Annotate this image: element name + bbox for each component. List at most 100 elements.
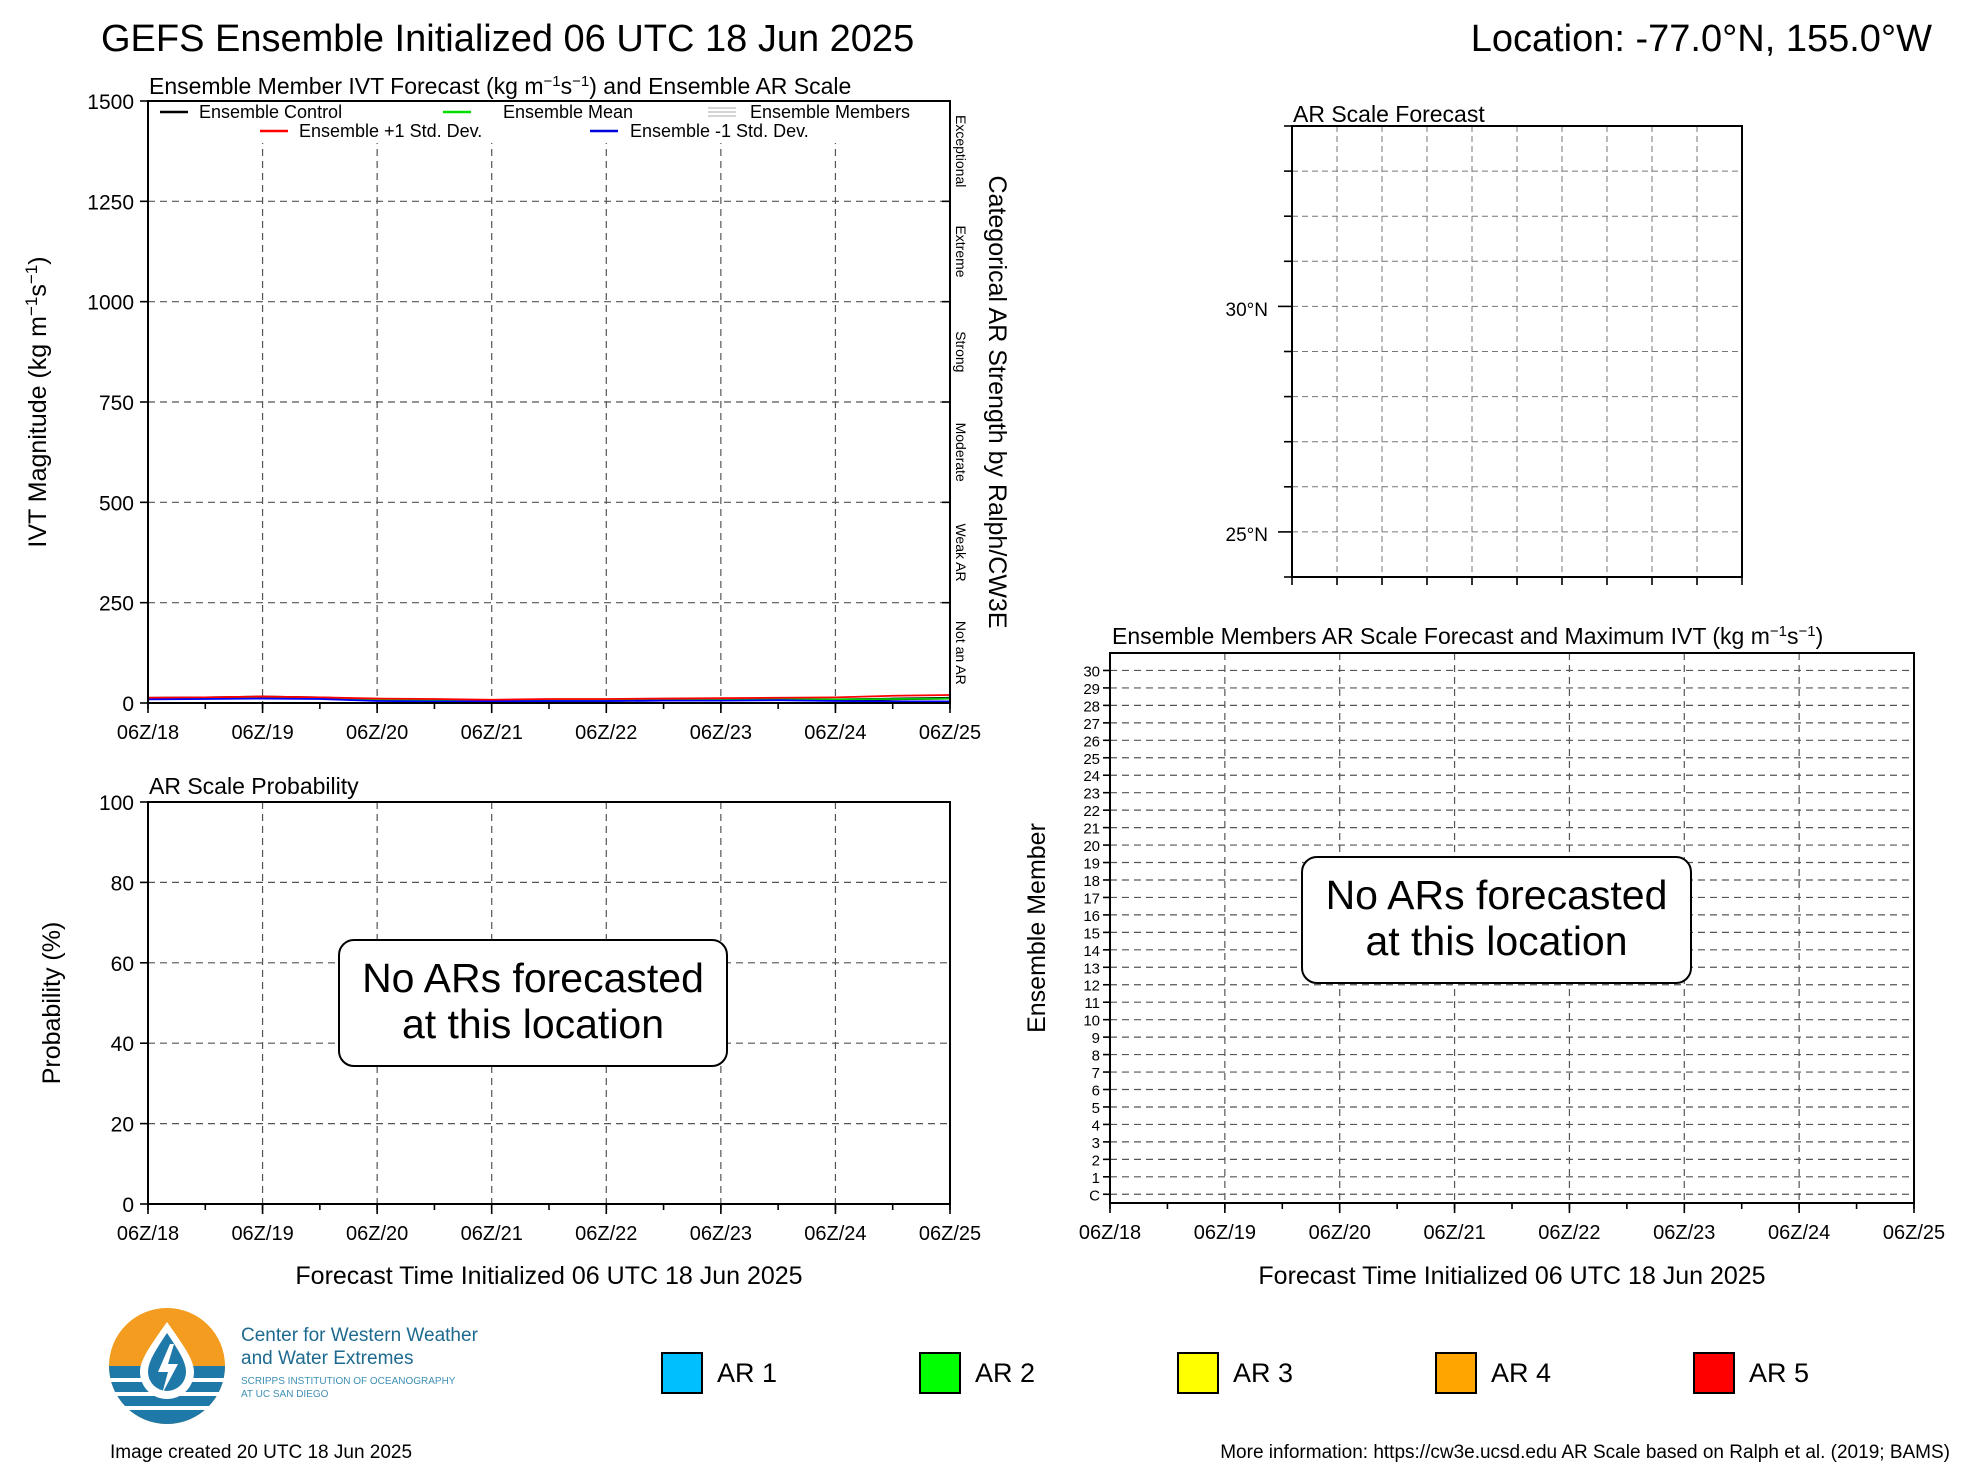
ar-category-label: Not an AR bbox=[953, 621, 969, 685]
prob-ytick-label: 40 bbox=[111, 1033, 134, 1056]
members-xtick-label: 06Z/22 bbox=[1538, 1222, 1600, 1244]
ivt-ytick-label: 1500 bbox=[87, 91, 134, 114]
members-ytick-label: 29 bbox=[1083, 681, 1100, 698]
members-y-ticks: C123456789101112131415161718192021222324… bbox=[1083, 663, 1110, 1204]
prob-no-ar-line1: No ARs forecasted bbox=[362, 955, 704, 1001]
logo-text: Center for Western Weather and Water Ext… bbox=[241, 1324, 478, 1401]
ar-category-label: Weak AR bbox=[953, 523, 969, 581]
prob-ytick-label: 100 bbox=[99, 792, 134, 815]
legend-members-label: Ensemble Members bbox=[750, 102, 910, 122]
members-ytick-label: 4 bbox=[1092, 1117, 1100, 1134]
ivt-y-ticks: 0 250 500 750 1000 1250 1500 bbox=[87, 91, 148, 716]
ivt-series-group bbox=[147, 694, 951, 703]
map-gridlines bbox=[1292, 126, 1742, 577]
members-ytick-label: 8 bbox=[1092, 1048, 1100, 1065]
members-ytick-label: 27 bbox=[1083, 716, 1100, 733]
ivt-xtick-label: 06Z/22 bbox=[575, 722, 637, 744]
members-ytick-label: 9 bbox=[1092, 1030, 1100, 1047]
ar-legend-item-4: AR 4 bbox=[1435, 1352, 1551, 1394]
ivt-ytick-label: 1250 bbox=[87, 191, 134, 214]
members-xtick-label: 06Z/21 bbox=[1423, 1222, 1485, 1244]
ivt-gridlines bbox=[148, 101, 950, 703]
map-subtitle: AR Scale Forecast bbox=[1293, 101, 1485, 127]
members-xtick-label: 06Z/24 bbox=[1768, 1222, 1830, 1244]
members-ytick-label: 17 bbox=[1083, 890, 1100, 907]
prob-subtitle: AR Scale Probability bbox=[149, 773, 359, 799]
members-ytick-label: 6 bbox=[1092, 1083, 1100, 1100]
members-subtitle: Ensemble Members AR Scale Forecast and M… bbox=[1112, 623, 1823, 650]
ivt-xtick-label: 06Z/23 bbox=[690, 722, 752, 744]
members-panel: Ensemble Members AR Scale Forecast and M… bbox=[1023, 623, 1945, 1291]
ar5-label: AR 5 bbox=[1749, 1357, 1810, 1388]
members-ytick-label: 12 bbox=[1083, 978, 1100, 995]
prob-xtick-label: 06Z/18 bbox=[117, 1223, 179, 1245]
prob-xtick-label: 06Z/23 bbox=[690, 1223, 752, 1245]
members-ytick-label: 19 bbox=[1083, 856, 1100, 873]
location-label: Location: -77.0°N, 155.0°W bbox=[1471, 18, 1932, 60]
ivt-series-line bbox=[147, 697, 950, 703]
members-x-ticks: 06Z/18 06Z/19 06Z/20 06Z/21 06Z/22 06Z/23 06Z/… bbox=[1079, 1203, 1945, 1244]
members-no-ar-box: No ARs forecasted at this location bbox=[1301, 856, 1692, 984]
members-ytick-label: 16 bbox=[1083, 908, 1100, 925]
figure-title: GEFS Ensemble Initialized 06 UTC 18 Jun … bbox=[101, 18, 914, 60]
prob-ylabel: Probability (%) bbox=[38, 922, 66, 1085]
prob-ytick-label: 20 bbox=[111, 1114, 134, 1137]
ar3-label: AR 3 bbox=[1233, 1357, 1294, 1388]
members-ytick-label: 1 bbox=[1092, 1170, 1100, 1187]
map-ticks bbox=[1278, 125, 1743, 585]
members-xtick-label: 06Z/19 bbox=[1194, 1222, 1256, 1244]
ar-category-label: Strong bbox=[953, 331, 969, 372]
footer-created: Image created 20 UTC 18 Jun 2025 bbox=[110, 1442, 412, 1463]
ar-category-label: Exceptional bbox=[953, 115, 969, 187]
members-xtick-label: 06Z/20 bbox=[1309, 1222, 1371, 1244]
logo-line1: Center for Western Weather bbox=[241, 1325, 478, 1346]
ivt-panel: Ensemble Member IVT Forecast (kg m−1s−1)… bbox=[22, 73, 1012, 745]
members-ytick-label: 14 bbox=[1083, 943, 1100, 960]
members-ytick-label: 7 bbox=[1092, 1065, 1100, 1082]
prob-xtick-label: 06Z/25 bbox=[919, 1223, 981, 1245]
ar-legend-item-5: AR 5 bbox=[1693, 1352, 1809, 1394]
ivt-right-label: Categorical AR Strength by Ralph/CW3E bbox=[983, 176, 1011, 629]
ivt-series-line bbox=[147, 694, 951, 701]
ivt-x-ticks: 06Z/18 06Z/19 06Z/20 06Z/21 06Z/22 06Z/23 06Z/… bbox=[117, 703, 981, 744]
members-ytick-label: 18 bbox=[1083, 873, 1100, 890]
legend-plus-std-label: Ensemble +1 Std. Dev. bbox=[299, 121, 482, 141]
ar-legend-item-3: AR 3 bbox=[1177, 1352, 1293, 1394]
ar5-swatch bbox=[1693, 1352, 1735, 1394]
ar1-label: AR 1 bbox=[717, 1357, 778, 1388]
legend-mean-label: Ensemble Mean bbox=[503, 102, 633, 122]
members-ytick-label: 30 bbox=[1083, 663, 1100, 680]
logo-line3: SCRIPPS INSTITUTION OF OCEANOGRAPHY bbox=[241, 1376, 456, 1387]
members-xtick-label: 06Z/23 bbox=[1653, 1222, 1715, 1244]
prob-y-ticks: 0 20 40 60 80 100 bbox=[99, 792, 148, 1217]
map-lat-25: 25°N bbox=[1226, 525, 1268, 546]
ivt-ytick-label: 750 bbox=[99, 392, 134, 415]
prob-no-ar-box: No ARs forecasted at this location bbox=[338, 939, 728, 1067]
prob-xtick-label: 06Z/22 bbox=[575, 1223, 637, 1245]
members-ytick-label: 25 bbox=[1083, 751, 1100, 768]
ivt-xtick-label: 06Z/24 bbox=[804, 722, 866, 744]
ar2-label: AR 2 bbox=[975, 1357, 1036, 1388]
prob-ytick-label: 60 bbox=[111, 953, 134, 976]
prob-xlabel: Forecast Time Initialized 06 UTC 18 Jun … bbox=[295, 1262, 802, 1290]
prob-no-ar-line2: at this location bbox=[401, 1001, 665, 1047]
footer-more-info: More information: https://cw3e.ucsd.edu … bbox=[1220, 1442, 1950, 1463]
members-ytick-label: 5 bbox=[1092, 1100, 1100, 1117]
ar3-swatch bbox=[1177, 1352, 1219, 1394]
prob-panel: AR Scale Probability 0 20 40 60 80 100 06Z/18… bbox=[38, 773, 981, 1290]
logo-line4: AT UC SAN DIEGO bbox=[241, 1389, 329, 1400]
members-xtick-label: 06Z/25 bbox=[1883, 1222, 1945, 1244]
ivt-ylabel: IVT Magnitude (kg m−1s−1) bbox=[22, 256, 53, 547]
ivt-xtick-label: 06Z/19 bbox=[231, 722, 293, 744]
members-no-ar-line1: No ARs forecasted bbox=[1325, 872, 1668, 918]
ar-legend-item-1: AR 1 bbox=[661, 1352, 777, 1394]
members-ytick-label: 13 bbox=[1083, 960, 1100, 977]
ar1-swatch bbox=[661, 1352, 703, 1394]
members-ytick-label: 2 bbox=[1092, 1152, 1100, 1169]
members-ylabel: Ensemble Member bbox=[1023, 823, 1051, 1033]
legend-control-label: Ensemble Control bbox=[199, 102, 342, 122]
ivt-xtick-label: 06Z/18 bbox=[117, 722, 179, 744]
members-ytick-label: 11 bbox=[1084, 995, 1100, 1012]
prob-xtick-label: 06Z/24 bbox=[804, 1223, 866, 1245]
